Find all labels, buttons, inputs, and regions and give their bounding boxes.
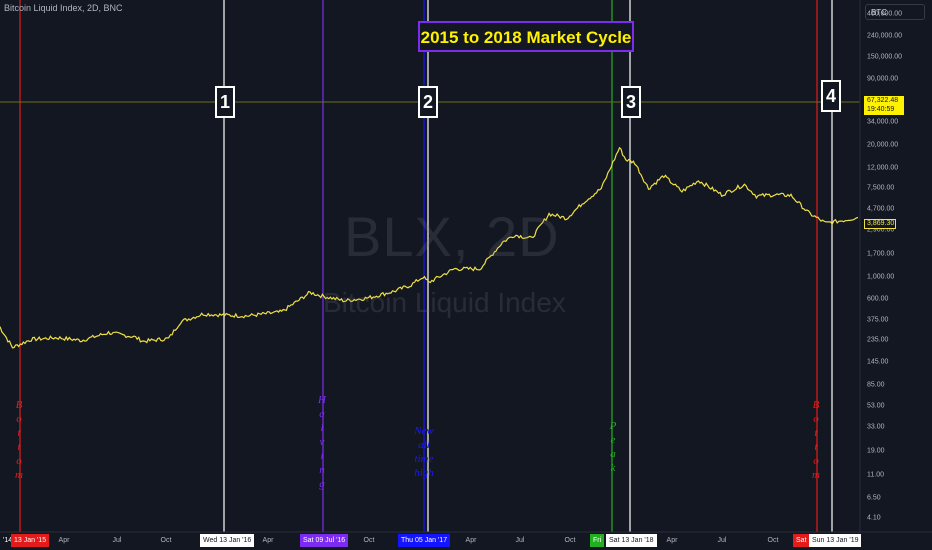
annotation-char: k (610, 462, 616, 474)
symbol-info: Bitcoin Liquid Index, 2D, BNC (4, 3, 123, 13)
annotation-char: B (15, 399, 23, 411)
annotation-char: v (319, 436, 325, 448)
annotation-char: all (418, 439, 430, 451)
y-tick-label: 240,000.00 (867, 32, 903, 40)
annotation-char: m (812, 469, 820, 481)
y-tick-label: 150,000.00 (867, 53, 903, 61)
annotation-char: t (814, 427, 818, 439)
all-time-high-annotation: New all time high (408, 424, 440, 480)
x-tick-label: Apr (465, 537, 477, 544)
current-price-tag: 67,322.48 19:40:59 (864, 96, 904, 115)
annotation-char: a (610, 448, 616, 460)
y-tick-label: 34,000.00 (867, 118, 899, 126)
x-date-highlight: Wed 13 Jan '16 (200, 534, 255, 547)
x-tick-label: Oct (160, 537, 172, 544)
x-tick-label: Jul (717, 537, 727, 544)
x-tick-label: Apr (666, 537, 678, 544)
annotation-char: o (16, 455, 22, 467)
x-date-highlight: Sat (793, 534, 810, 547)
y-tick-label: 235.00 (867, 336, 889, 344)
y-tick-label: 600.00 (867, 295, 889, 303)
x-tick-label: Jul (112, 537, 122, 544)
annotation-char: o (813, 455, 819, 467)
x-date-highlight: Fri (590, 534, 605, 547)
y-tick-label: 2,900.00 (867, 226, 895, 234)
annotation-char: m (15, 469, 23, 481)
y-tick-label: 4,700.00 (867, 205, 895, 213)
symbol-search-box[interactable]: BTC (865, 4, 925, 20)
annotation-char: H (318, 394, 326, 406)
y-tick-label: 145.00 (867, 358, 889, 366)
x-date-highlight: Sat 09 Jul '16 (300, 534, 349, 547)
x-date-highlight: 13 Jan '15 (11, 534, 50, 547)
y-tick-label: 33.00 (867, 423, 885, 430)
annotation-char: g (319, 478, 325, 490)
annotation-char: time (414, 453, 434, 465)
x-date-highlight: Thu 05 Jan '17 (398, 534, 451, 547)
y-tick-label: 53.00 (867, 402, 885, 410)
y-tick-label: 11.00 (867, 471, 884, 479)
x-tick-label: Oct (363, 537, 375, 544)
annotation-char: o (813, 413, 819, 425)
y-tick-label: 400,000.00 (867, 10, 903, 18)
y-tick-label: 1,000.00 (867, 273, 895, 281)
watermark-name: Bitcoin Liquid Index (323, 287, 566, 318)
y-tick-label: 85.00 (867, 381, 885, 389)
x-tick-label: Oct (564, 537, 576, 544)
annotation-char: B (812, 399, 820, 411)
annotation-char: high (414, 467, 434, 479)
y-tick-label: 19.00 (867, 447, 885, 455)
y-tick-label: 12,000.00 (867, 164, 899, 172)
annotation-char: t (17, 427, 21, 439)
x-tick-label: Oct (767, 537, 779, 544)
last-close-tag: 3,869.30 (864, 219, 896, 229)
x-tick-label: Apr (262, 537, 274, 544)
annotation-char: P (609, 420, 617, 432)
cycle-box-3[interactable]: 3 (621, 86, 641, 118)
annotation-char: i (320, 450, 324, 462)
annotation-char: t (814, 441, 818, 453)
annotation-char: n (319, 464, 325, 476)
x-date-highlight: Sat 13 Jan '18 (606, 534, 657, 547)
cycle-box-4[interactable]: 4 (821, 80, 841, 112)
x-tick-label: Apr (58, 537, 70, 544)
y-tick-label: 7,500.00 (867, 184, 895, 192)
y-tick-label: 20,000.00 (867, 141, 899, 149)
annotation-char: l (320, 422, 324, 434)
x-tick-label: Jul (515, 537, 525, 544)
annotation-char: e (610, 434, 616, 446)
x-date-highlight: Sun 13 Jan '19 (809, 534, 862, 547)
annotation-char: o (16, 413, 22, 425)
y-tick-label: 1,700.00 (867, 250, 895, 258)
bar-countdown: 19:40:59 (867, 106, 895, 113)
current-price-value: 67,322.48 (867, 97, 899, 104)
y-tick-label: 6.50 (867, 494, 881, 502)
y-tick-label: 90,000.00 (867, 75, 899, 83)
chart-title-annotation[interactable]: 2015 to 2018 Market Cycle (418, 21, 634, 52)
price-series-line (0, 146, 859, 349)
annotation-char: a (319, 408, 325, 420)
watermark-symbol: BLX, 2D (344, 205, 560, 268)
y-tick-label: 4.10 (867, 514, 881, 522)
cycle-box-1[interactable]: 1 (215, 86, 235, 118)
cycle-box-2[interactable]: 2 (418, 86, 438, 118)
y-tick-label: 375.00 (867, 316, 889, 324)
annotation-char: New (414, 425, 434, 437)
annotation-char: t (17, 441, 21, 453)
